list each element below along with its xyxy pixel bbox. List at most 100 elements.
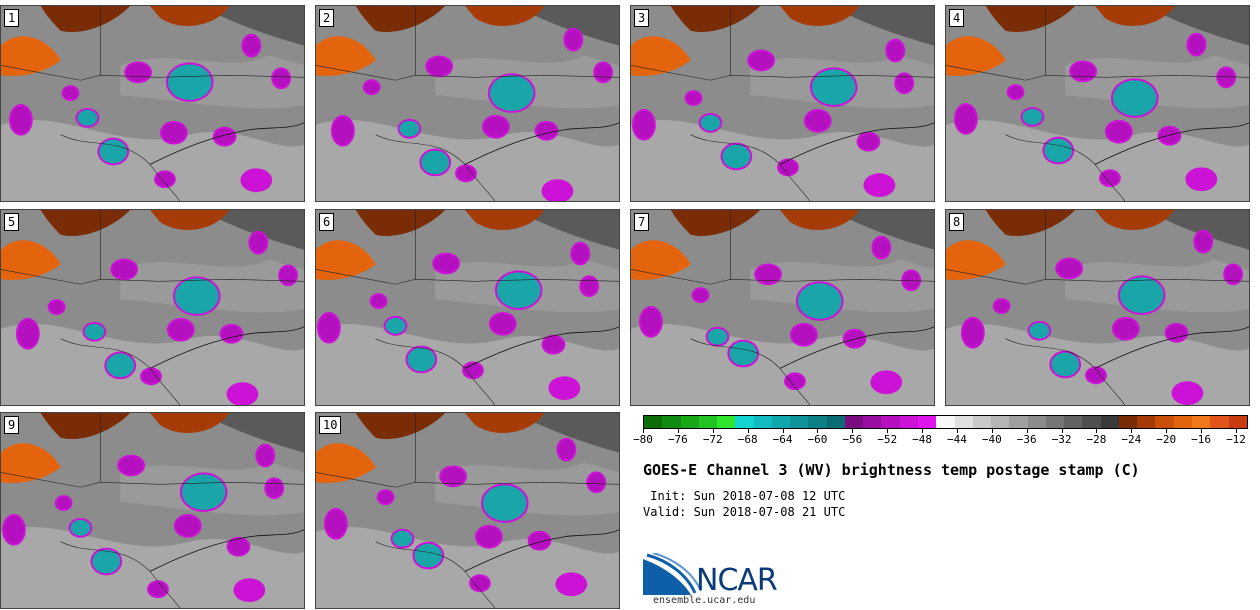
convection-core (126, 63, 151, 82)
convection-core (1008, 86, 1023, 99)
convection-core (482, 485, 527, 521)
colorbar-tick-label: −72 (702, 433, 723, 446)
colorbar-swatch (1137, 416, 1156, 428)
convection-core (543, 181, 572, 201)
convection-core (1112, 80, 1157, 116)
dry-slot-north (780, 6, 860, 26)
convection-core (1159, 127, 1180, 144)
dry-region (514, 6, 619, 46)
dry-slot (631, 240, 691, 280)
convection-core (49, 301, 64, 313)
convection-core (92, 549, 121, 574)
panel-label: 2 (319, 9, 335, 27)
dry-slot (946, 36, 1006, 76)
river-border (690, 134, 811, 201)
postage-stamp-panel: 1 (0, 5, 305, 202)
convection-core (722, 144, 751, 169)
colorbar-swatch (972, 416, 992, 428)
convection-core (483, 116, 508, 137)
dry-slot-dark (355, 413, 446, 440)
convection-core (865, 175, 894, 196)
dry-region (514, 413, 619, 453)
convection-core (489, 75, 534, 111)
colorbar-swatch (790, 416, 809, 428)
colorbar-tick-label: −64 (772, 433, 793, 446)
convection-core (529, 532, 550, 549)
postage-stamp-panel: 3 (630, 5, 935, 202)
colorbar-tick (747, 429, 749, 433)
dry-slot-dark (670, 6, 761, 33)
colorbar-swatch (899, 416, 918, 428)
wv-imagery-map (1, 210, 304, 405)
convection-core (119, 456, 144, 475)
postage-stamp-panel: 5 (0, 209, 305, 406)
colorbar-swatch (936, 416, 955, 428)
convection-core (214, 128, 235, 145)
convection-core (280, 266, 297, 285)
convection-core (273, 69, 290, 88)
wv-imagery-map (316, 6, 619, 201)
state-border (1045, 74, 1249, 78)
convection-core (811, 69, 856, 105)
convection-core (693, 289, 708, 302)
convection-core (1044, 138, 1073, 163)
dry-slot-north (150, 210, 230, 230)
colorbar-tick-label: −68 (737, 433, 758, 446)
convection-core (536, 122, 557, 139)
convection-core (496, 272, 541, 308)
colorbar-tick (991, 429, 993, 433)
coastline (1094, 326, 1249, 369)
wv-imagery-map (316, 413, 619, 608)
convection-core (434, 254, 459, 273)
colorbar-tick-label: −80 (633, 433, 653, 446)
state-border (730, 278, 934, 282)
coastline (779, 122, 934, 165)
convection-core (84, 323, 105, 340)
dry-region (1144, 210, 1249, 250)
state-border (316, 210, 416, 285)
logo-url: ensemble.ucar.edu (653, 595, 756, 606)
colorbar-swatch (717, 416, 736, 428)
init-time: Init: Sun 2018-07-08 12 UTC (643, 489, 846, 503)
state-border (631, 6, 731, 81)
convection-core (1051, 352, 1080, 377)
colorbar-tick-label: −20 (1156, 433, 1177, 446)
convection-core (1022, 108, 1043, 125)
convection-core (470, 576, 489, 591)
colorbar-tick (1236, 429, 1237, 433)
panel-label: 8 (949, 213, 965, 231)
convection-core (550, 378, 579, 399)
convection-core (106, 353, 135, 378)
dry-slot-dark (40, 6, 131, 33)
colorbar-swatch (1100, 416, 1119, 428)
convection-core (155, 172, 174, 187)
convection-core (457, 166, 475, 181)
postage-stamp-panel: 10 (315, 412, 620, 609)
colorbar-swatch (826, 416, 845, 428)
panel-label: 9 (4, 416, 20, 434)
river-border (375, 338, 496, 405)
convection-core (1187, 169, 1216, 190)
dry-slot (1, 36, 61, 76)
postage-stamp-panel: 8 (945, 209, 1250, 406)
convection-core (1218, 68, 1235, 87)
colorbar-tick (1131, 429, 1133, 433)
convection-core (903, 271, 920, 290)
convection-core (99, 139, 128, 164)
colorbar-swatch (753, 416, 772, 428)
river-border (60, 134, 181, 201)
state-border (730, 74, 934, 78)
convection-core (235, 580, 264, 601)
dry-slot (316, 443, 376, 483)
convection-core (1113, 318, 1138, 339)
state-border (1, 413, 101, 488)
colorbar-tick-label: −36 (1016, 433, 1037, 446)
convection-core (887, 40, 904, 61)
state-border (100, 278, 304, 282)
convection-core (266, 479, 283, 498)
convection-core (427, 57, 452, 76)
coastline (1094, 122, 1249, 165)
river-border (1005, 338, 1126, 405)
coastline (149, 529, 304, 572)
convection-core (962, 318, 983, 347)
